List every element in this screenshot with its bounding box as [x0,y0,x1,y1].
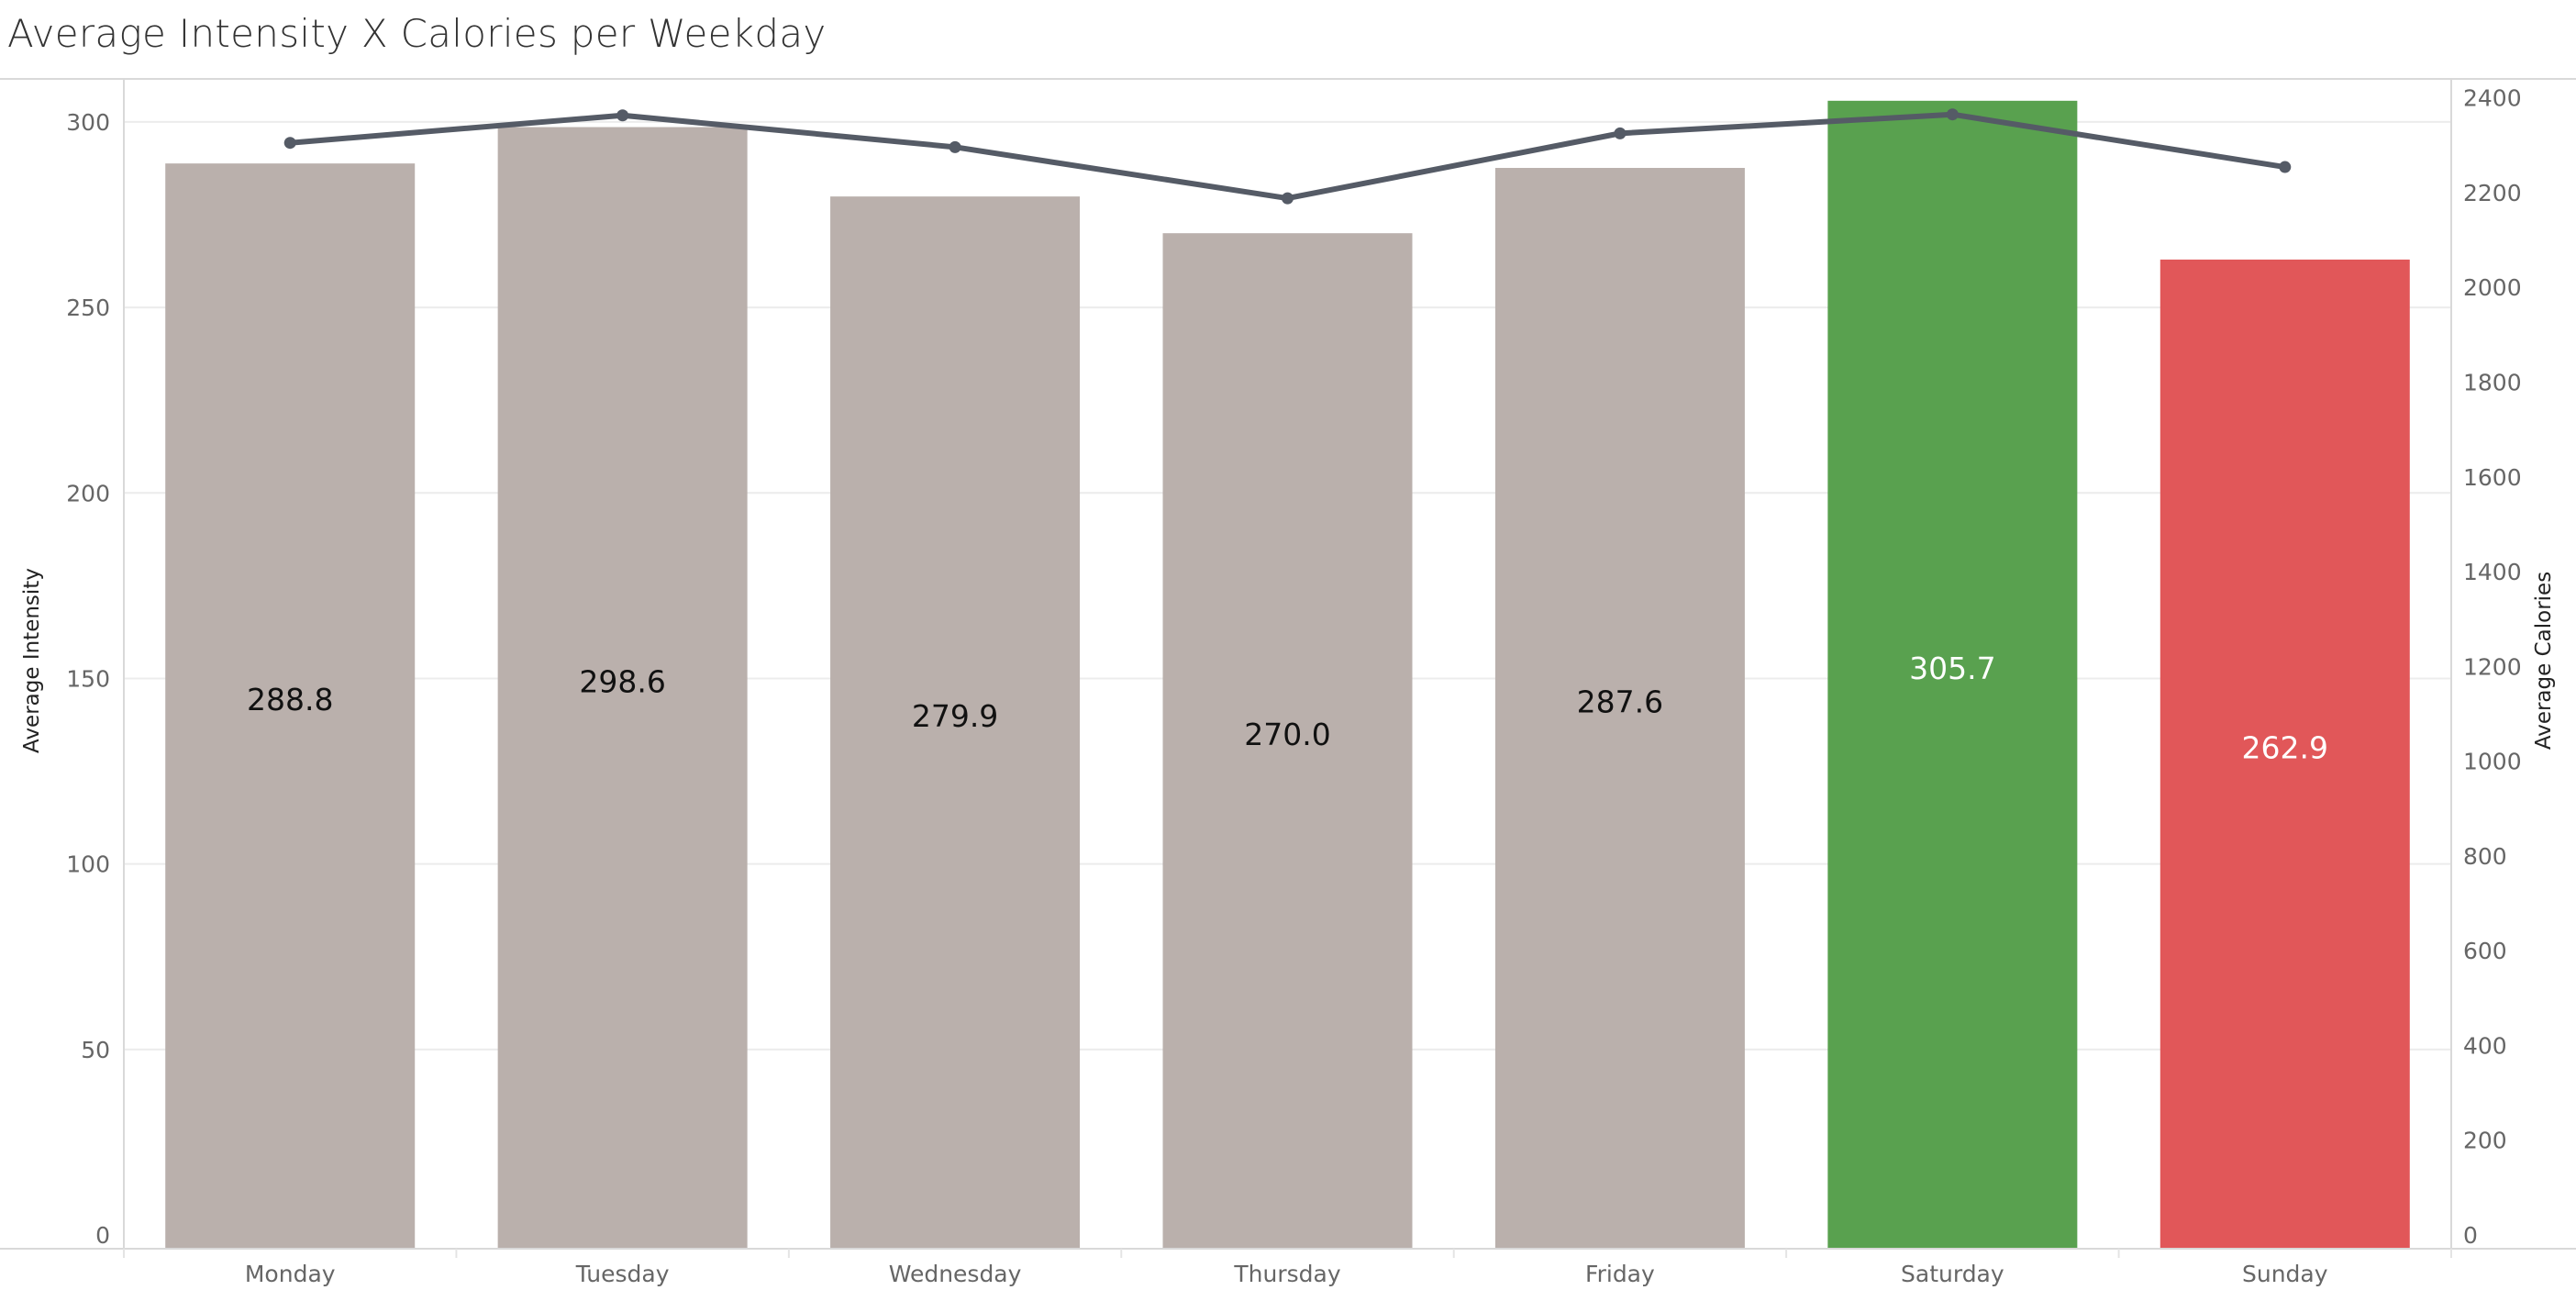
bar-value-label: 270.0 [1244,717,1330,752]
y-left-tick-label: 100 [66,851,110,878]
y-right-tick-label: 600 [2463,938,2507,964]
x-tick-label: Tuesday [575,1261,670,1287]
y-left-tick-label: 0 [95,1222,110,1249]
x-tick-label: Thursday [1233,1261,1340,1287]
bar-thursday [1162,233,1413,1249]
calories-point [1614,127,1627,139]
y-right-tick-label: 200 [2463,1128,2507,1154]
y-right-tick-label: 1600 [2463,464,2522,491]
x-tick-label: Sunday [2242,1261,2328,1287]
bar-value-label: 298.6 [579,663,665,699]
y-right-tick-label: 1000 [2463,749,2522,775]
y-left-axis-title: Average Intensity [20,568,44,753]
y-right-tick-label: 800 [2463,843,2507,870]
y-right-tick-label: 400 [2463,1032,2507,1059]
bar-saturday [1827,100,2078,1249]
calories-point [283,137,296,150]
y-left-tick-label: 250 [66,295,110,321]
calories-point [1946,108,1959,121]
chart-title: Average Intensity X Calories per Weekday [7,11,827,56]
y-right-tick-label: 1200 [2463,653,2522,680]
bar-value-label: 305.7 [1909,651,1995,686]
bar-value-label: 262.9 [2242,729,2328,765]
y-right-tick-label: 2000 [2463,274,2522,301]
y-left-tick-label: 300 [66,109,110,136]
x-tick-label: Monday [245,1261,336,1287]
bar-value-label: 288.8 [247,682,333,717]
y-right-tick-label: 2200 [2463,180,2522,206]
y-right-tick-label: 2400 [2463,85,2522,112]
bar-value-label: 287.6 [1577,684,1663,720]
x-tick-label: Saturday [1901,1261,2004,1287]
x-tick-label: Friday [1585,1261,1655,1287]
y-right-axis-title: Average Calories [2532,572,2556,750]
y-right-tick-label: 1400 [2463,559,2522,585]
y-left-tick-label: 150 [66,665,110,692]
bar-wednesday [830,196,1081,1249]
y-left-tick-label: 200 [66,480,110,506]
calories-line [283,108,2292,205]
calories-point [1282,192,1294,205]
y-right-tick-label: 1800 [2463,369,2522,395]
calories-point [2279,161,2292,173]
bar-friday [1494,168,1745,1250]
bars [165,100,2410,1250]
data-labels: 288.8 298.6 279.9 270.0 287.6 305.7 262.9 [247,651,2328,766]
bar-sunday [2160,259,2410,1249]
bar-value-label: 279.9 [912,698,998,734]
bar-monday [165,163,416,1249]
bar-tuesday [497,127,748,1249]
y-left-tick-label: 50 [81,1037,110,1063]
y-right-tick-label: 0 [2463,1222,2478,1249]
calories-point [616,109,629,122]
axes: Monday Tuesday Wednesday Thursday Friday Satu… [0,78,2576,1287]
calories-point [949,140,961,153]
x-tick-label: Wednesday [889,1261,1022,1287]
